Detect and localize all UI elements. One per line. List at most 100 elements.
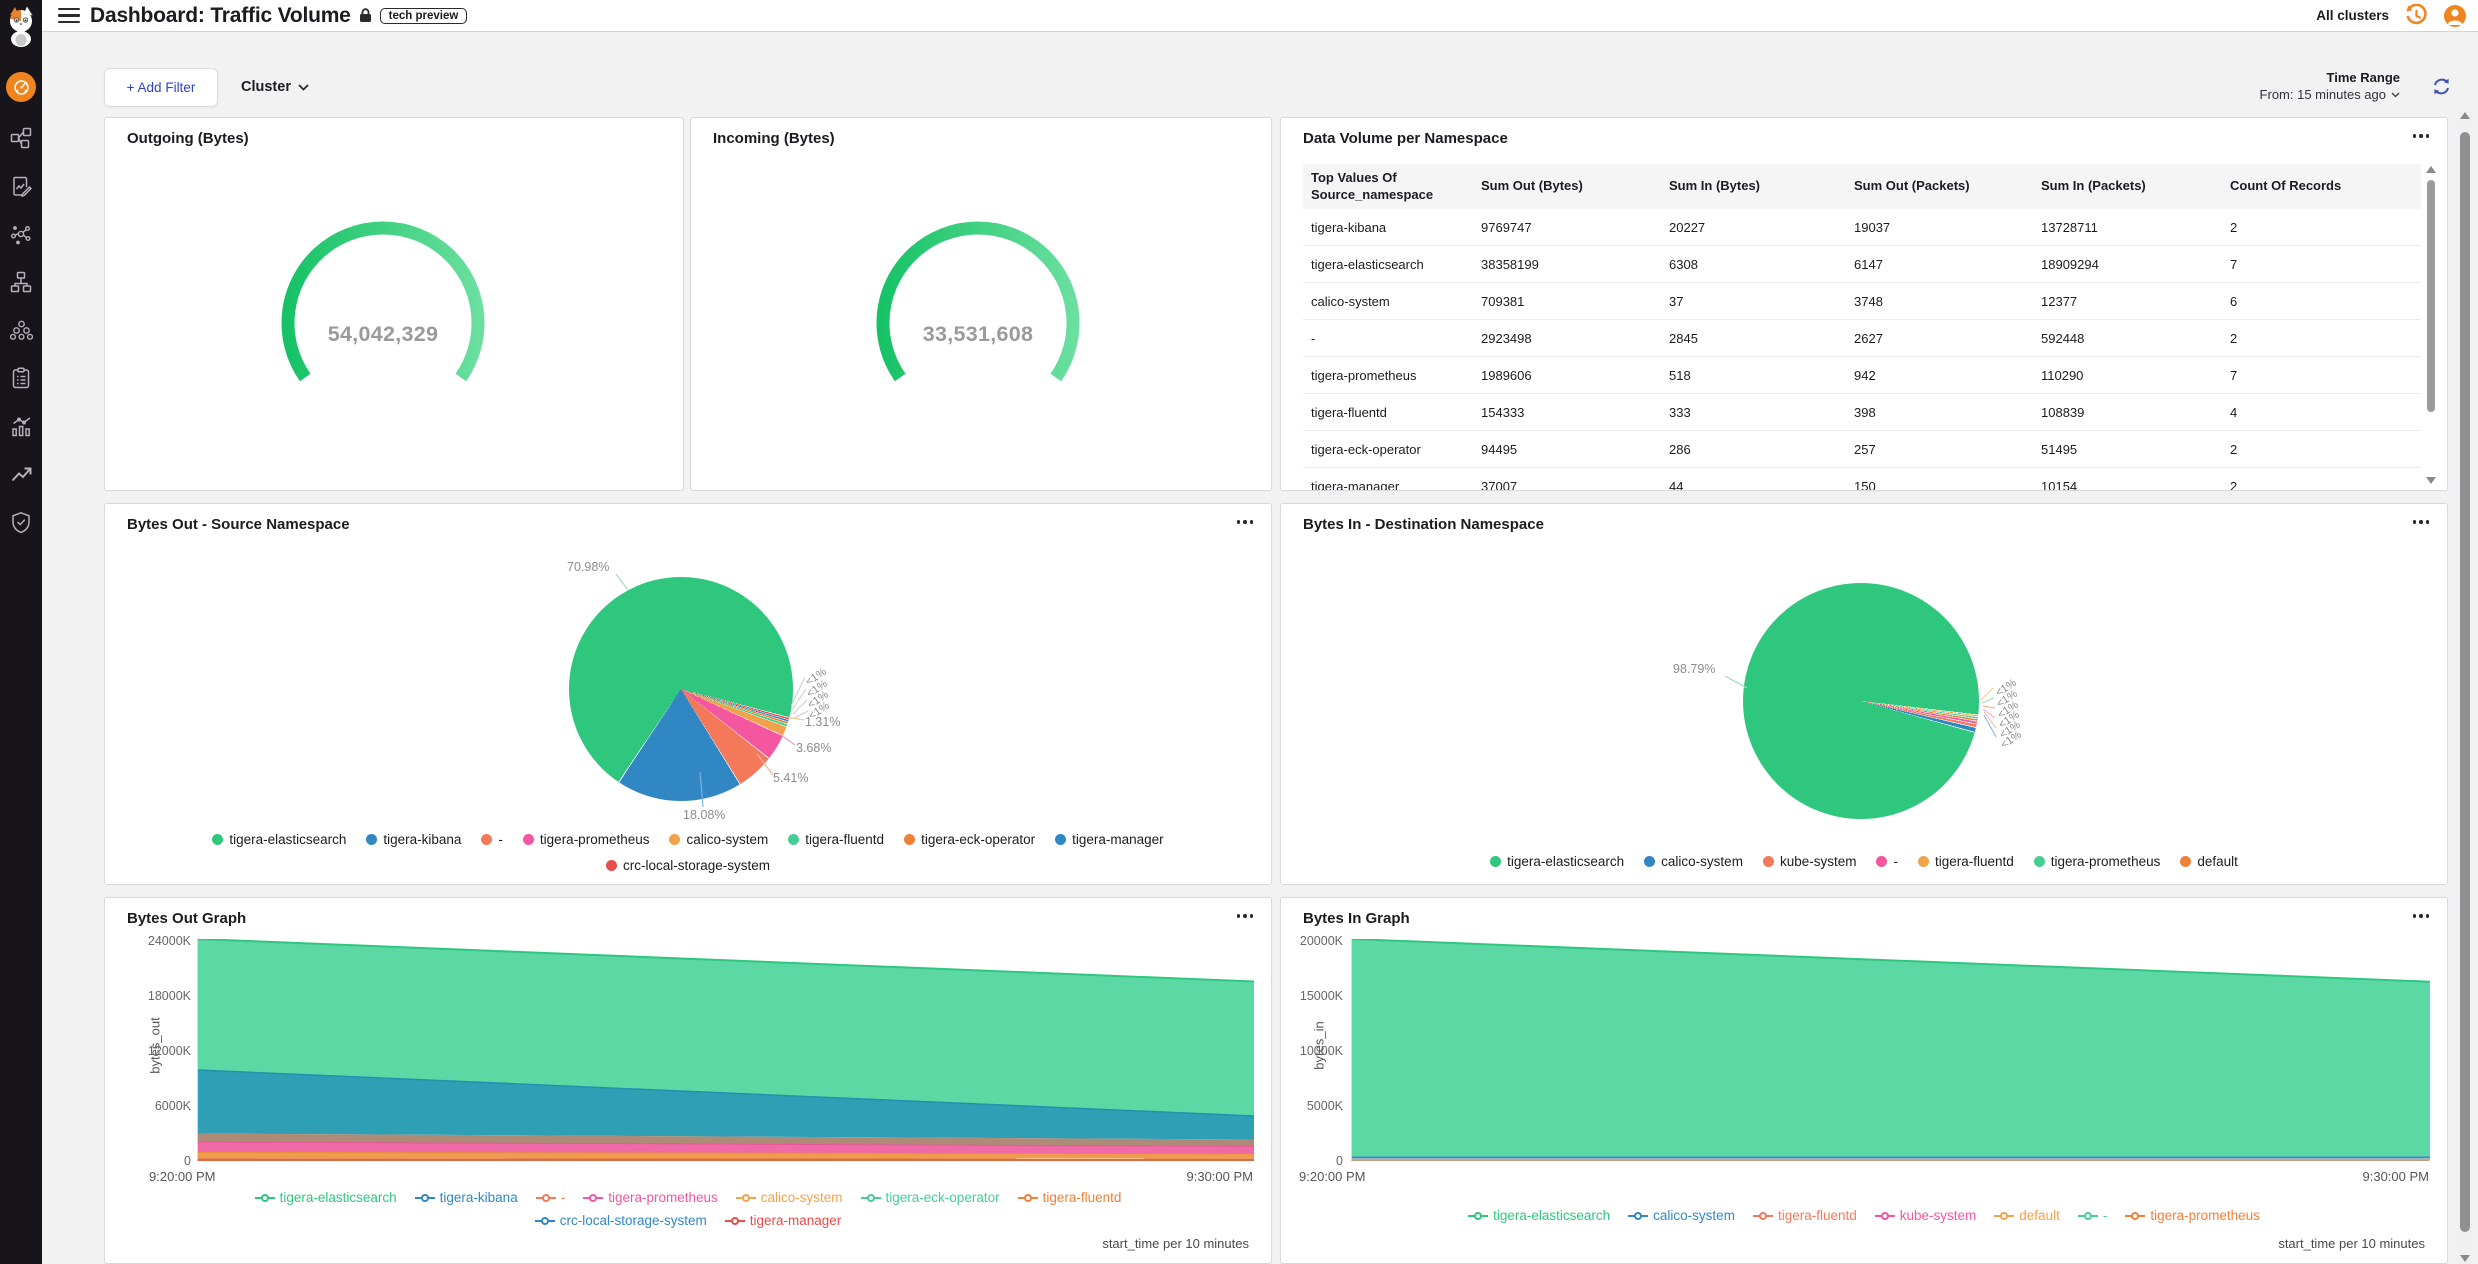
pie-legend-row: tigera-elasticsearch calico-system kube-… <box>1281 854 2447 869</box>
table-scrollbar-thumb[interactable] <box>2427 180 2435 412</box>
panel-menu-button[interactable] <box>2412 134 2429 138</box>
legend-item[interactable]: crc-local-storage-system <box>605 858 770 873</box>
legend-item[interactable]: crc-local-storage-system <box>534 1213 707 1228</box>
legend-item[interactable]: tigera-elasticsearch <box>1490 854 1624 869</box>
scroll-down-arrow[interactable] <box>2426 477 2436 484</box>
sidebar-item-workload-groups[interactable] <box>9 318 33 342</box>
sidebar-item-analytics[interactable] <box>9 414 33 438</box>
legend-item[interactable]: default <box>2180 854 2238 869</box>
legend-item[interactable]: default <box>1994 1208 2060 1223</box>
legend-dot-icon <box>522 834 534 845</box>
legend-item[interactable]: tigera-fluentd <box>1752 1208 1857 1223</box>
sidebar-item-compliance-reports[interactable] <box>9 366 33 390</box>
panel-menu-button[interactable] <box>2412 520 2429 524</box>
user-avatar[interactable] <box>2444 4 2466 27</box>
legend-item[interactable]: - <box>535 1190 565 1205</box>
legend-item[interactable]: tigera-eck-operator <box>860 1190 1000 1205</box>
sidebar-item-network-hierarchy[interactable] <box>9 270 33 294</box>
legend-item[interactable]: tigera-elasticsearch <box>254 1190 397 1205</box>
cell: 94495 <box>1481 442 1518 457</box>
bytes-in-area-chart[interactable] <box>1351 938 2431 1161</box>
legend-item[interactable]: kube-system <box>1762 854 1856 869</box>
panel-title: Outgoing (Bytes) <box>127 130 249 147</box>
legend-dot-icon <box>366 834 378 845</box>
table-scrollbar <box>2425 164 2437 486</box>
outgoing-gauge-value: 54,042,329 <box>327 322 439 346</box>
cluster-selector[interactable]: All clusters <box>2316 8 2389 23</box>
legend-item[interactable]: tigera-prometheus <box>2033 854 2160 869</box>
page-scrollbar-thumb[interactable] <box>2460 132 2470 1232</box>
history-icon[interactable] <box>2405 4 2428 27</box>
sidebar-item-dashboard[interactable] <box>6 72 36 102</box>
column-header: Top Values Of Source_namespace <box>1311 170 1434 202</box>
legend-label: tigera-kibana <box>383 832 462 847</box>
legend-item[interactable]: calico-system <box>735 1190 843 1205</box>
legend-item[interactable]: tigera-manager <box>724 1213 841 1228</box>
panel-data-volume: Data Volume per Namespace Top Values Of … <box>1280 117 2448 491</box>
legend-label: tigera-fluentd <box>1777 1208 1857 1223</box>
bytes-in-pie-chart[interactable] <box>1743 583 1979 819</box>
stacked-area-svg <box>1351 938 2431 1161</box>
scroll-up-arrow[interactable] <box>2426 166 2436 173</box>
table-row: tigera-prometheus 1989606 518 942 110290 7 <box>1303 357 2421 394</box>
bytes-out-area-chart[interactable] <box>197 938 1255 1161</box>
legend-item[interactable]: calico-system <box>669 832 768 847</box>
legend-dot-icon <box>1055 834 1067 845</box>
legend-label: tigera-fluentd <box>805 832 885 847</box>
legend-item[interactable]: - <box>1876 854 1898 869</box>
sidebar-item-security[interactable] <box>9 510 33 534</box>
table-row: tigera-fluentd 154333 333 398 108839 4 <box>1303 394 2421 431</box>
series-marker-icon <box>2077 1211 2098 1220</box>
legend-item[interactable]: tigera-prometheus <box>583 1190 718 1205</box>
menu-icon[interactable] <box>58 7 80 24</box>
scroll-up-arrow[interactable] <box>2460 112 2470 119</box>
legend-label: tigera-eck-operator <box>921 832 1036 847</box>
bytes-out-pie-chart[interactable] <box>569 577 793 801</box>
column-header: Sum In (Packets) <box>2041 178 2146 194</box>
panel-menu-button[interactable] <box>2412 914 2429 918</box>
y-tick: 18000K <box>147 989 191 1003</box>
cell: 286 <box>1669 442 1691 457</box>
legend-item[interactable]: tigera-manager <box>1055 832 1164 847</box>
panel-menu-button[interactable] <box>1236 520 1253 524</box>
time-range-label: Time Range <box>2326 70 2400 85</box>
refresh-icon[interactable] <box>2431 76 2452 102</box>
legend-item[interactable]: tigera-fluentd <box>1917 854 2014 869</box>
legend-item[interactable]: tigera-kibana <box>366 832 461 847</box>
sidebar-item-trends[interactable] <box>9 462 33 486</box>
calico-logo[interactable] <box>4 6 38 48</box>
legend-item[interactable]: - <box>2077 1208 2107 1223</box>
sidebar-item-service-graph[interactable] <box>9 222 33 246</box>
legend-item[interactable]: tigera-prometheus <box>522 832 649 847</box>
time-range-selector[interactable]: Time Range From: 15 minutes ago <box>2260 70 2400 102</box>
cell: tigera-fluentd <box>1311 405 1387 420</box>
stacked-area-svg <box>197 938 1255 1161</box>
legend-item[interactable]: tigera-kibana <box>414 1190 518 1205</box>
legend-item[interactable]: kube-system <box>1874 1208 1976 1223</box>
panel-bytes-in-pie: Bytes In - Destination Namespace 98.79% … <box>1280 503 2448 885</box>
cell: 398 <box>1854 405 1876 420</box>
legend-item[interactable]: tigera-eck-operator <box>904 832 1035 847</box>
legend-item[interactable]: tigera-elasticsearch <box>212 832 346 847</box>
legend-item[interactable]: - <box>481 832 503 847</box>
legend-item[interactable]: calico-system <box>1628 1208 1735 1223</box>
cell: 154333 <box>1481 405 1525 420</box>
legend-item[interactable]: tigera-fluentd <box>788 832 884 847</box>
page-scrollbar <box>2457 110 2473 1264</box>
cluster-filter-dropdown[interactable]: Cluster <box>241 79 309 95</box>
legend-item[interactable]: tigera-prometheus <box>2125 1208 2260 1223</box>
legend-label: calico-system <box>760 1190 843 1205</box>
sidebar-item-policy-editor[interactable] <box>9 174 33 198</box>
legend-item[interactable]: tigera-elasticsearch <box>1468 1208 1610 1223</box>
y-tick: 5000K <box>1306 1099 1343 1113</box>
legend-item[interactable]: calico-system <box>1644 854 1743 869</box>
cell: 6 <box>2230 294 2238 309</box>
y-tick: 12000K <box>147 1044 191 1058</box>
panel-menu-button[interactable] <box>1236 914 1253 918</box>
cell: tigera-kibana <box>1311 220 1387 235</box>
add-filter-button[interactable]: + Add Filter <box>104 68 218 107</box>
legend-item[interactable]: tigera-fluentd <box>1017 1190 1121 1205</box>
sidebar-item-topology[interactable] <box>9 126 33 150</box>
scroll-down-arrow[interactable] <box>2460 1255 2470 1262</box>
page-title: Dashboard: Traffic Volume <box>90 3 351 27</box>
